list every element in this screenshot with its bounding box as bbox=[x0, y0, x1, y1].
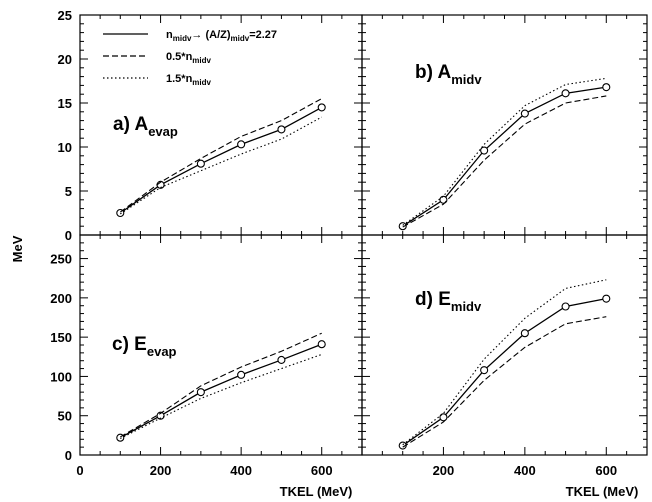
data-point bbox=[520, 109, 529, 118]
data-point bbox=[439, 413, 448, 422]
y-tick-label: 200 bbox=[50, 291, 72, 306]
series-dotted-line bbox=[402, 279, 607, 446]
x-tick-label: 400 bbox=[230, 463, 252, 478]
data-point bbox=[480, 146, 489, 155]
y-tick-label: 10 bbox=[58, 140, 72, 155]
y-tick-label: 20 bbox=[58, 52, 72, 67]
y-tick-label: 15 bbox=[58, 96, 72, 111]
data-point bbox=[196, 388, 205, 397]
data-point bbox=[520, 329, 529, 338]
y-tick-label: 50 bbox=[58, 409, 72, 424]
y-tick-label: 250 bbox=[50, 252, 72, 267]
data-point bbox=[561, 89, 570, 98]
series-solid-line bbox=[402, 298, 607, 447]
data-point bbox=[277, 125, 286, 134]
panel-label-a: a) Aevap bbox=[113, 114, 178, 139]
x-tick-label: 600 bbox=[595, 463, 617, 478]
panel-label-c: c) Eevap bbox=[112, 334, 177, 359]
panel-label-b: b) Amidv bbox=[415, 62, 482, 87]
series-dashed-line bbox=[402, 316, 607, 448]
series-solid-line bbox=[119, 343, 322, 439]
data-point bbox=[156, 411, 165, 420]
series-dotted-line bbox=[120, 353, 322, 439]
y-tick-label: 5 bbox=[65, 184, 72, 199]
data-point bbox=[196, 159, 205, 168]
panel-label-d: d) Emidv bbox=[415, 289, 482, 314]
x-tick-label: 200 bbox=[433, 463, 455, 478]
y-tick-label: 0 bbox=[65, 448, 72, 463]
data-point bbox=[237, 140, 246, 149]
panel-labels: a) Aevap b) Amidv c) Eevap d) Emidv bbox=[112, 62, 482, 359]
data-point bbox=[398, 222, 407, 231]
data-point bbox=[602, 83, 611, 92]
legend-label-dotted: 1.5*nmidv bbox=[166, 73, 212, 87]
data-point bbox=[317, 103, 326, 112]
data-point bbox=[317, 340, 326, 349]
data-point bbox=[561, 302, 570, 311]
series-dotted-line bbox=[402, 77, 607, 226]
series-layer bbox=[116, 77, 611, 450]
x-axis-title-left: TKEL (MeV) bbox=[280, 484, 353, 499]
series-dashed-line bbox=[120, 332, 322, 438]
series-solid-line bbox=[119, 106, 323, 214]
x-tick-label: 200 bbox=[150, 463, 172, 478]
x-tick-label: 600 bbox=[311, 463, 333, 478]
y-tick-label: 150 bbox=[50, 330, 72, 345]
y-tick-label: 25 bbox=[58, 8, 72, 23]
legend-label-dashed: 0.5*nmidv bbox=[166, 51, 212, 65]
x-tick-label: 0 bbox=[76, 463, 83, 478]
legend-label-solid: nmidv→ (A/Z)midv=2.27 bbox=[166, 29, 277, 43]
y-tick-label: 0 bbox=[65, 228, 72, 243]
data-point bbox=[480, 366, 489, 375]
data-point bbox=[602, 294, 611, 303]
series-dashed-line bbox=[119, 98, 322, 213]
series-dotted-line bbox=[119, 116, 322, 215]
data-point bbox=[277, 355, 286, 364]
y-axis-title: MeV bbox=[10, 235, 25, 262]
y-tick-label: 100 bbox=[50, 369, 72, 384]
data-point bbox=[237, 370, 246, 379]
x-tick-label: 400 bbox=[514, 463, 536, 478]
series-dashed-line bbox=[402, 95, 607, 228]
x-axis-title-right: TKEL (MeV) bbox=[566, 484, 639, 499]
legend: nmidv→ (A/Z)midv=2.27 0.5*nmidv 1.5*nmidv bbox=[103, 29, 277, 87]
series-solid-line bbox=[402, 86, 607, 227]
panel-frame bbox=[361, 234, 648, 456]
